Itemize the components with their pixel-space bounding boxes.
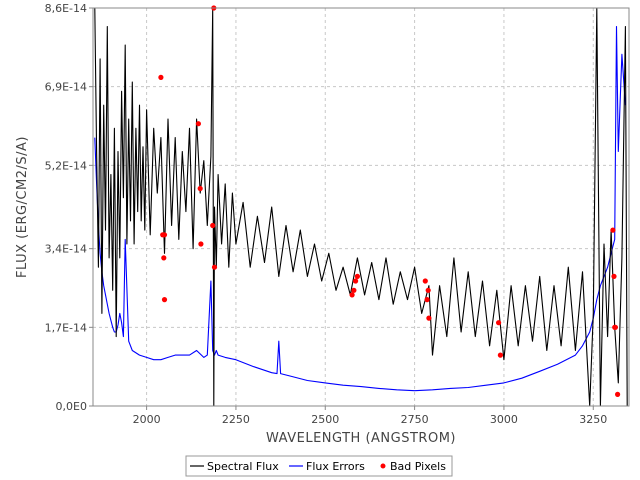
bad-pixel-point xyxy=(349,292,355,298)
plot-border xyxy=(92,7,630,407)
legend-label-spectral-flux: Spectral Flux xyxy=(207,460,279,473)
bad-pixel-point xyxy=(210,222,216,229)
bad-pixel-point xyxy=(424,297,430,303)
bad-pixel-point xyxy=(610,227,616,233)
x-tick-label: 3250 xyxy=(579,413,607,426)
y-tick-label: 1,7E-14 xyxy=(45,321,87,334)
legend-box xyxy=(185,455,453,477)
bad-pixel-point xyxy=(161,232,168,238)
bad-pixel-point xyxy=(354,273,360,279)
bad-pixel-point xyxy=(422,278,428,284)
bad-pixel-point xyxy=(158,74,164,80)
plot-area xyxy=(93,8,629,406)
y-tick-label: 5,2E-14 xyxy=(45,159,87,172)
y-tick-label: 8,6E-14 xyxy=(45,2,87,15)
y-axis-title: FLUX (ERG/CM2/S/A) xyxy=(15,136,30,278)
x-tick-label: 2750 xyxy=(401,413,429,426)
series-layer xyxy=(94,8,628,406)
bad-pixel-point xyxy=(211,264,218,270)
bad-pixel-point xyxy=(198,241,204,247)
x-tick-label: 2500 xyxy=(311,413,339,426)
bad-pixel-point xyxy=(197,185,203,192)
spectral-flux-line xyxy=(94,8,628,406)
y-tick-label: 3,4E-14 xyxy=(45,243,87,256)
bad-pixel-point xyxy=(612,324,619,330)
bad-pixel-point xyxy=(353,278,359,284)
y-axis-ticks: 0,0E0 1,7E-14 3,4E-14 5,2E-14 6,9E-14 8,6E-14 xyxy=(45,2,93,413)
bad-pixel-markers xyxy=(158,5,621,397)
x-axis-ticks: 2000 2250 2500 2750 3000 3250 xyxy=(133,406,607,426)
bad-pixel-point xyxy=(497,352,503,358)
bad-pixel-point xyxy=(496,320,502,326)
bad-pixel-point xyxy=(425,287,431,293)
x-axis-title: WAVELENGTH (ANGSTROM) xyxy=(266,431,456,446)
legend: Spectral Flux Flux Errors Bad Pixels xyxy=(185,455,453,477)
y-tick-label: 0,0E0 xyxy=(56,400,87,413)
bad-pixel-point xyxy=(161,297,168,303)
x-tick-label: 3000 xyxy=(490,413,518,426)
bad-pixel-point xyxy=(615,391,621,397)
bad-pixel-point xyxy=(195,121,201,127)
bad-pixel-point xyxy=(161,255,167,261)
bad-pixel-point xyxy=(611,273,617,279)
bad-pixel-point xyxy=(426,315,432,321)
x-tick-label: 2000 xyxy=(133,413,161,426)
y-tick-label: 6,9E-14 xyxy=(45,81,87,94)
bad-pixel-point xyxy=(351,287,357,293)
legend-swatch-bad-pixels xyxy=(380,463,386,469)
legend-label-flux-errors: Flux Errors xyxy=(306,460,365,473)
legend-label-bad-pixels: Bad Pixels xyxy=(390,460,446,473)
x-tick-label: 2250 xyxy=(222,413,250,426)
